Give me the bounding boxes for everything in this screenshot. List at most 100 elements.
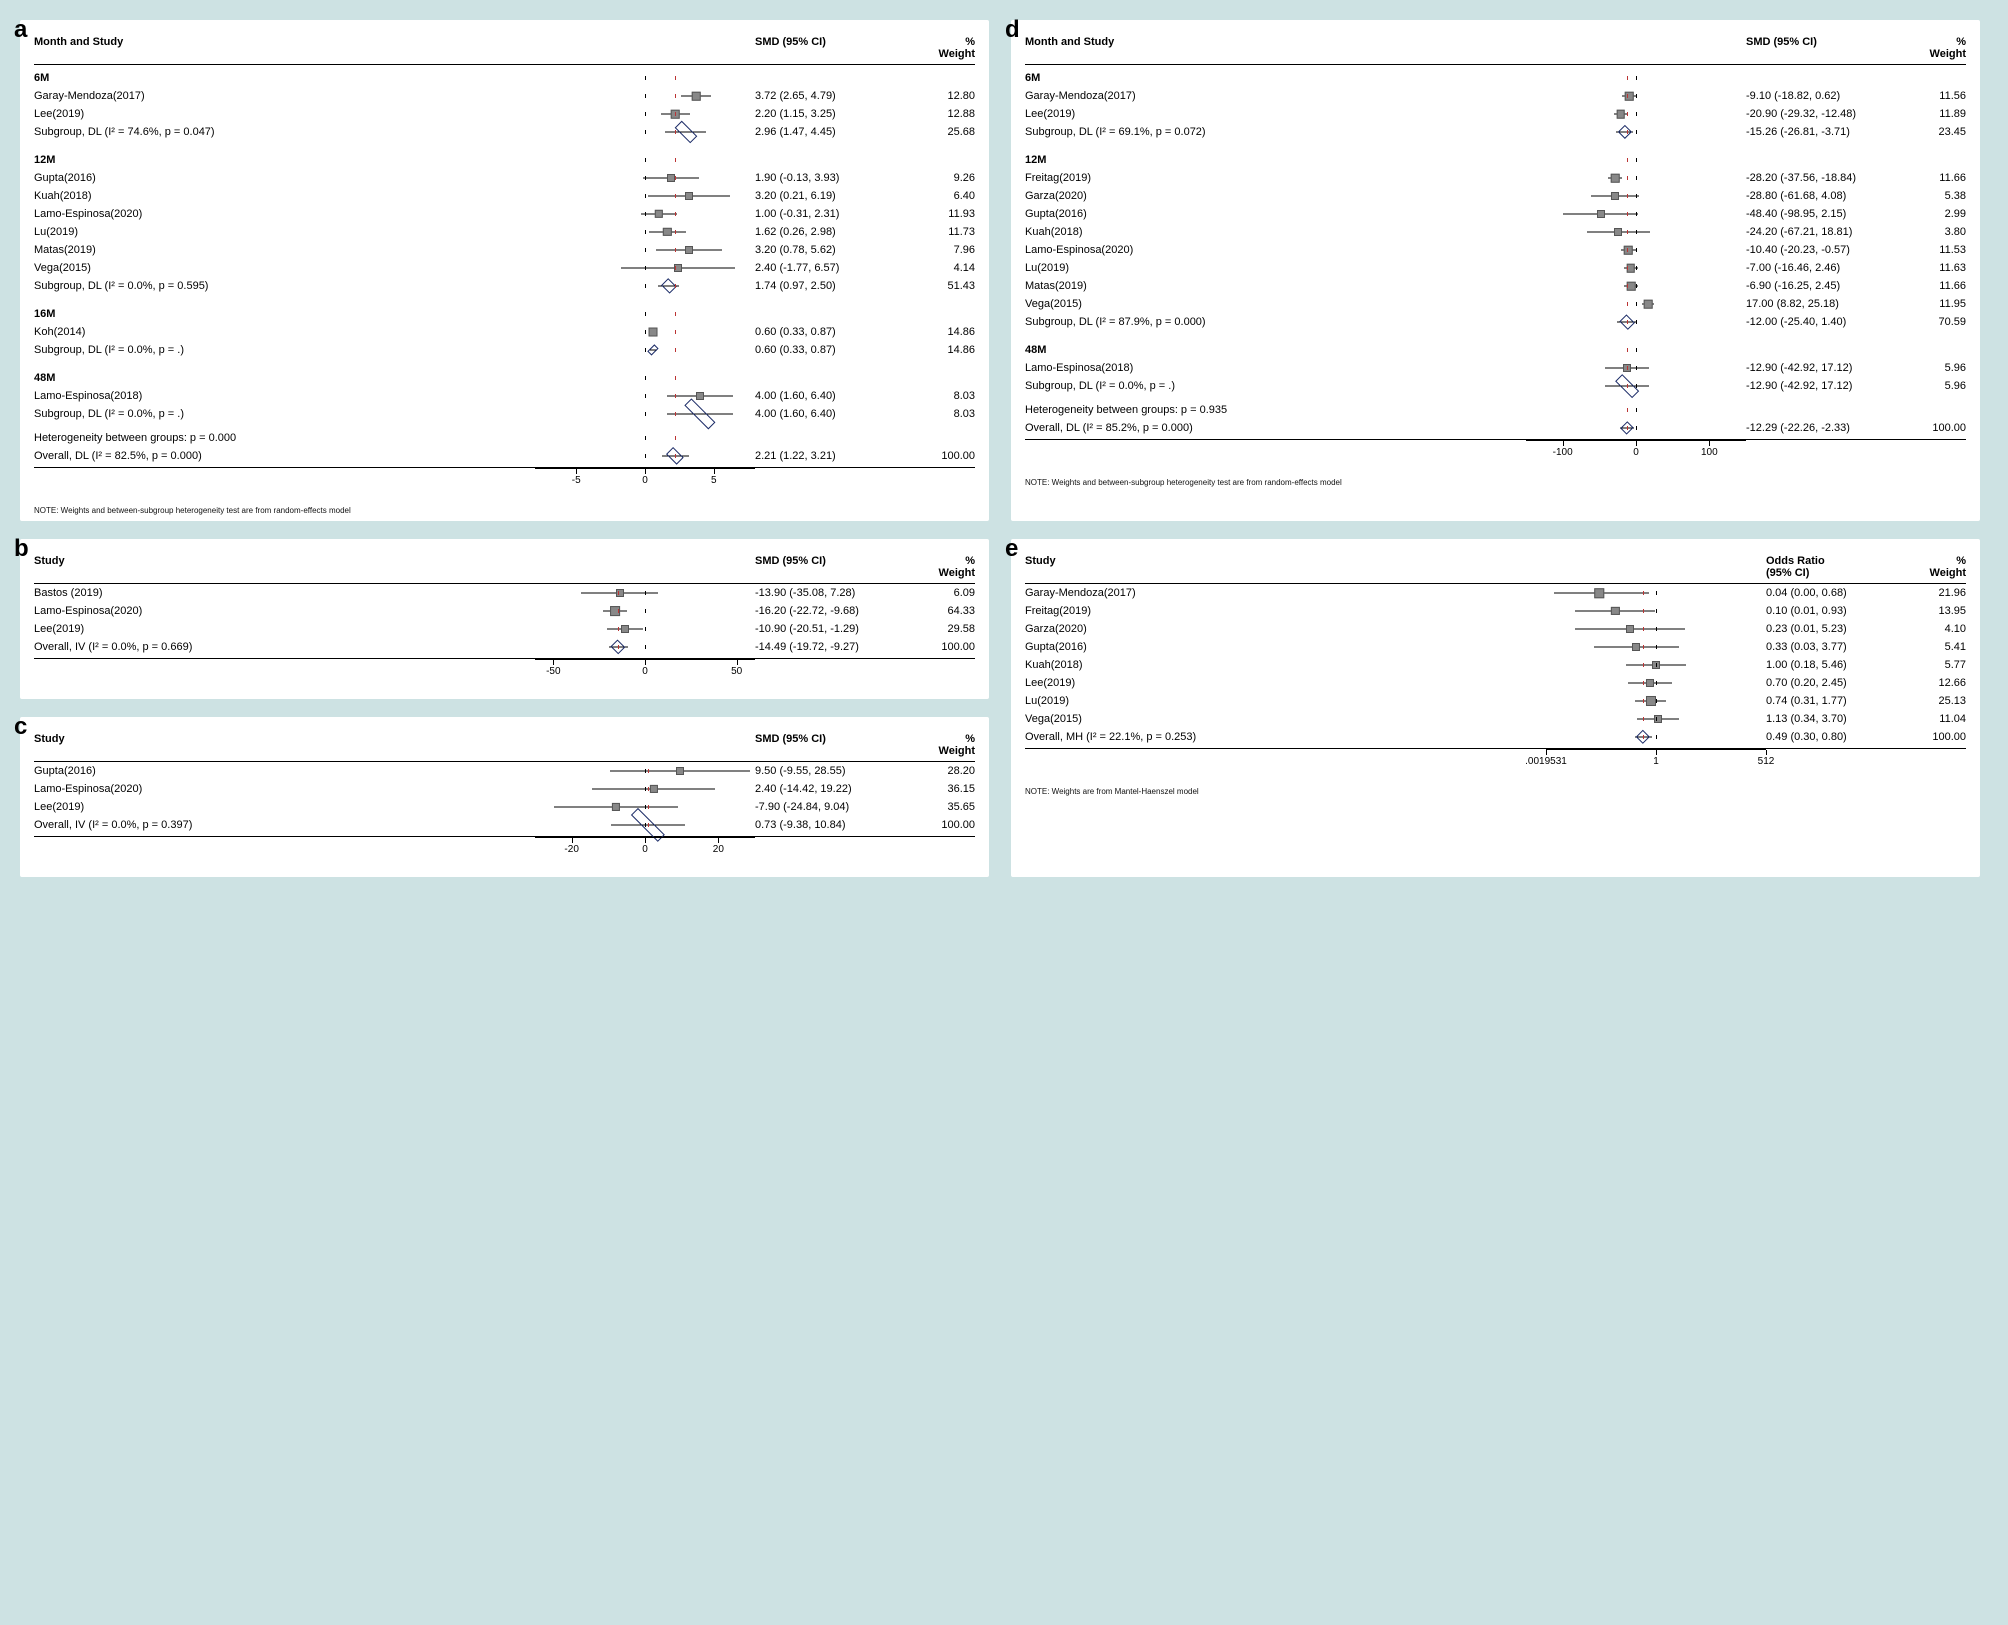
study-label: Bastos (2019) [34,587,535,599]
x-axis: -505 [34,468,975,502]
study-label: Lamo-Espinosa(2020) [34,605,535,617]
subtotal-row: Overall, IV (I² = 0.0%, p = 0.669)-14.49… [34,638,975,656]
study-row: Garza(2020)-28.80 (-61.68, 4.08)5.38 [1025,187,1966,205]
effect-text: -24.20 (-67.21, 18.81) [1746,226,1906,238]
effect-text: -13.90 (-35.08, 7.28) [755,587,915,599]
weight-text: 9.26 [915,172,975,184]
weight-text: 11.04 [1906,713,1966,725]
subtotal-row: Subgroup, DL (I² = 74.6%, p = 0.047) 2.96… [34,123,975,141]
study-row: Lee(2019) 2.20 (1.15, 3.25)12.88 [34,105,975,123]
weight-text: 11.56 [1906,90,1966,102]
study-label: Subgroup, DL (I² = 0.0%, p = .) [34,408,535,420]
study-row: Bastos (2019)-13.90 (-35.08, 7.28)6.09 [34,584,975,602]
study-row: Gupta(2016)-48.40 (-98.95, 2.15)2.99 [1025,205,1966,223]
effect-text: 2.96 (1.47, 4.45) [755,126,915,138]
weight-text: 64.33 [915,605,975,617]
forest-body: Gupta(2016)9.50 (-9.55, 28.55)28.20 Lamo-… [34,762,975,871]
study-label: Freitag(2019) [1025,605,1546,617]
weight-text: 11.73 [915,226,975,238]
footnote: NOTE: Weights and between-subgroup heter… [1025,478,1966,487]
weight-text: 100.00 [915,641,975,653]
weight-text: 11.53 [1906,244,1966,256]
x-axis: -20020 [34,837,975,871]
panel-a: aMonth and StudySMD (95% CI)%Weight6MGar… [20,20,989,521]
study-label: Matas(2019) [1025,280,1526,292]
study-label: Koh(2014) [34,326,535,338]
study-row: Lee(2019)0.70 (0.20, 2.45)12.66 [1025,674,1966,692]
study-label: Gupta(2016) [34,172,535,184]
footnote: NOTE: Weights and between-subgroup heter… [34,506,975,515]
subtotal-row: Subgroup, DL (I² = 0.0%, p = .) 0.60 (0.3… [34,341,975,359]
effect-text: 0.60 (0.33, 0.87) [755,326,915,338]
effect-text: -15.26 (-26.81, -3.71) [1746,126,1906,138]
effect-text: -7.00 (-16.46, 2.46) [1746,262,1906,274]
effect-text: 3.20 (0.21, 6.19) [755,190,915,202]
study-row: Gupta(2016)0.33 (0.03, 3.77)5.41 [1025,638,1966,656]
study-label: Kuah(2018) [34,190,535,202]
study-row: Gupta(2016)1.90 (-0.13, 3.93)9.26 [34,169,975,187]
group-title: 12M [1025,151,1966,169]
group-title: 16M [34,305,975,323]
study-row: Vega(2015)17.00 (8.82, 25.18)11.95 [1025,295,1966,313]
x-axis: -1000100 [1025,440,1966,474]
study-row: Lamo-Espinosa(2020)1.00 (-0.31, 2.31)11.… [34,205,975,223]
study-label: Garza(2020) [1025,190,1526,202]
group-title: 6M [34,69,975,87]
figure-grid: aMonth and StudySMD (95% CI)%Weight6MGar… [20,20,1980,877]
weight-text: 11.66 [1906,280,1966,292]
effect-text: 0.74 (0.31, 1.77) [1766,695,1906,707]
study-label: Overall, DL (I² = 85.2%, p = 0.000) [1025,422,1526,434]
study-label: Gupta(2016) [1025,208,1526,220]
study-label: Vega(2015) [1025,298,1526,310]
group-title: 48M [1025,341,1966,359]
effect-text: -12.90 (-42.92, 17.12) [1746,362,1906,374]
effect-text: 4.00 (1.60, 6.40) [755,390,915,402]
weight-text: 21.96 [1906,587,1966,599]
weight-text: 4.14 [915,262,975,274]
effect-text: -9.10 (-18.82, 0.62) [1746,90,1906,102]
study-label: Lamo-Espinosa(2020) [1025,244,1526,256]
weight-text: 12.80 [915,90,975,102]
weight-text: 8.03 [915,390,975,402]
study-row: Gupta(2016)9.50 (-9.55, 28.55)28.20 [34,762,975,780]
panel-label: a [14,16,27,44]
subtotal-row: Subgroup, DL (I² = 0.0%, p = .)-12.90 (-… [1025,377,1966,395]
study-label: Lamo-Espinosa(2018) [1025,362,1526,374]
study-label: Lu(2019) [1025,262,1526,274]
study-label: Lee(2019) [1025,108,1526,120]
weight-text: 14.86 [915,326,975,338]
weight-text: 12.88 [915,108,975,120]
panel-d: dMonth and StudySMD (95% CI)%Weight6MGar… [1011,20,1980,521]
weight-text: 25.13 [1906,695,1966,707]
weight-text: 5.96 [1906,362,1966,374]
effect-text: 0.60 (0.33, 0.87) [755,344,915,356]
study-row: Matas(2019)-6.90 (-16.25, 2.45)11.66 [1025,277,1966,295]
study-row: Kuah(2018)1.00 (0.18, 5.46)5.77 [1025,656,1966,674]
study-label: Lee(2019) [34,108,535,120]
study-label: Subgroup, DL (I² = 0.0%, p = .) [34,344,535,356]
effect-text: 2.20 (1.15, 3.25) [755,108,915,120]
effect-text: -20.90 (-29.32, -12.48) [1746,108,1906,120]
study-label: Subgroup, DL (I² = 74.6%, p = 0.047) [34,126,535,138]
study-label: Overall, MH (I² = 22.1%, p = 0.253) [1025,731,1546,743]
weight-text: 11.95 [1906,298,1966,310]
study-label: Lamo-Espinosa(2020) [34,783,535,795]
weight-text: 7.96 [915,244,975,256]
effect-text: 2.40 (-1.77, 6.57) [755,262,915,274]
study-row: Lee(2019)-20.90 (-29.32, -12.48)11.89 [1025,105,1966,123]
subtotal-row: Overall, IV (I² = 0.0%, p = 0.397)0.73 (… [34,816,975,834]
heterogeneity-between: Heterogeneity between groups: p = 0.000 [34,429,975,447]
weight-text: 70.59 [1906,316,1966,328]
effect-text: -10.90 (-20.51, -1.29) [755,623,915,635]
heterogeneity-between: Heterogeneity between groups: p = 0.935 [1025,401,1966,419]
weight-text: 51.43 [915,280,975,292]
study-label: Lee(2019) [34,801,535,813]
effect-text: 1.62 (0.26, 2.98) [755,226,915,238]
study-label: Kuah(2018) [1025,226,1526,238]
weight-text: 11.66 [1906,172,1966,184]
study-label: Garza(2020) [1025,623,1546,635]
weight-text: 29.58 [915,623,975,635]
effect-text: -48.40 (-98.95, 2.15) [1746,208,1906,220]
x-axis: .00195311512 [1025,749,1966,783]
effect-text: 1.00 (-0.31, 2.31) [755,208,915,220]
